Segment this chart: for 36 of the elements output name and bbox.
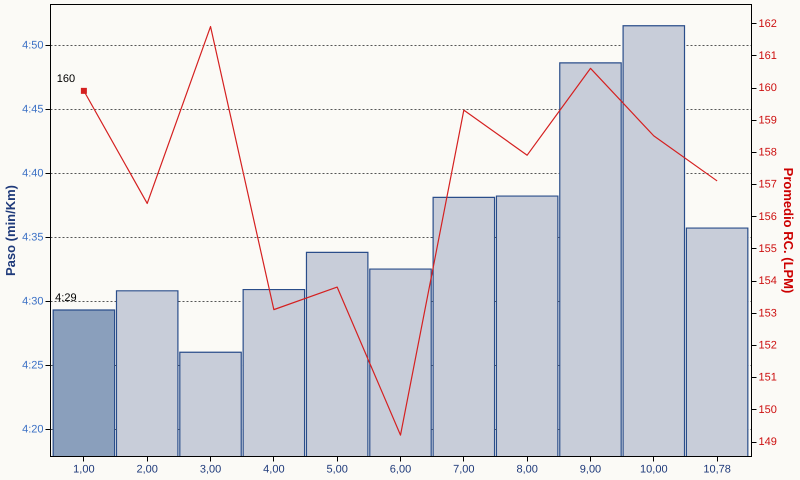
y2-tick-label: 162 (758, 18, 777, 30)
y2-tick-label: 155 (758, 243, 777, 255)
x-tick-label: 4,00 (263, 464, 285, 476)
x-tick-label: 5,00 (326, 464, 348, 476)
data-label: 160 (56, 72, 76, 85)
y-tick-label: 4:35 (22, 232, 44, 244)
x-tick-label: 1,00 (73, 464, 95, 476)
y2-tick-label: 156 (758, 210, 777, 223)
x-tick-label: 10,00 (640, 464, 668, 476)
y2-tick-label: 154 (758, 275, 777, 288)
y-tick-label: 4:40 (22, 168, 44, 180)
y2-tick-label: 158 (758, 146, 777, 158)
y2-tick-label: 159 (758, 114, 777, 126)
y2-tick-label: 161 (758, 50, 777, 62)
x-tick-label: 8,00 (516, 464, 538, 476)
y2-tick-label: 151 (758, 372, 777, 384)
x-tick-label: 6,00 (390, 464, 412, 476)
x-tick-label: 3,00 (200, 464, 222, 476)
x-tick-label: 10,78 (703, 464, 731, 476)
y2-tick-label: 149 (758, 436, 777, 448)
y-tick-label: 4:25 (22, 360, 44, 372)
x-tick-label: 9,00 (580, 464, 602, 476)
x-tick-label: 2,00 (136, 464, 158, 476)
y-tick-label: 4:20 (22, 424, 44, 436)
y2-axis-title: Promedio RC. (LPM) (780, 168, 796, 294)
y-tick-label: 4:50 (22, 39, 44, 52)
x-tick-label: 7,00 (453, 464, 475, 476)
y-axis-title: Paso (min/Km) (3, 184, 18, 276)
y2-tick-label: 153 (758, 307, 777, 320)
y-tick-label: 4:45 (22, 103, 44, 116)
y2-tick-label: 160 (758, 82, 777, 94)
y-tick-label: 4:30 (22, 296, 44, 308)
y2-tick-label: 157 (758, 178, 777, 191)
data-label: 4:29 (55, 292, 77, 304)
y2-tick-label: 152 (758, 340, 777, 352)
y2-tick-label: 150 (758, 404, 777, 416)
